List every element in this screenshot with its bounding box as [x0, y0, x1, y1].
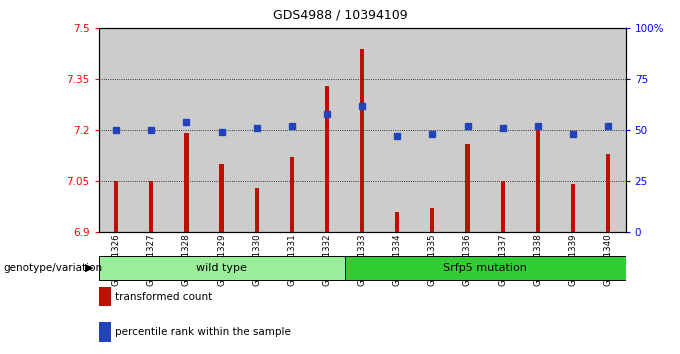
Bar [114, 181, 118, 232]
Bar [465, 144, 470, 232]
FancyBboxPatch shape [345, 256, 626, 280]
Bar [134, 28, 169, 232]
Bar [379, 28, 415, 232]
Bar [520, 28, 556, 232]
Bar [290, 157, 294, 232]
Bar [571, 184, 575, 232]
Bar [606, 154, 610, 232]
Bar [536, 127, 540, 232]
Bar [500, 181, 505, 232]
FancyBboxPatch shape [99, 256, 345, 280]
Text: transformed count: transformed count [115, 292, 212, 302]
Bar [485, 28, 520, 232]
Bar [395, 212, 399, 232]
Bar [556, 28, 590, 232]
Bar [590, 28, 626, 232]
Bar [274, 28, 309, 232]
Bar [415, 28, 450, 232]
Bar [345, 28, 379, 232]
Text: Srfp5 mutation: Srfp5 mutation [443, 263, 527, 273]
Bar [220, 164, 224, 232]
Bar [309, 28, 345, 232]
Bar [204, 28, 239, 232]
Bar [450, 28, 485, 232]
Bar [254, 188, 259, 232]
Text: percentile rank within the sample: percentile rank within the sample [115, 327, 291, 337]
Bar [239, 28, 274, 232]
Bar [430, 208, 435, 232]
Bar [325, 86, 329, 232]
Text: genotype/variation: genotype/variation [3, 263, 103, 273]
Text: GDS4988 / 10394109: GDS4988 / 10394109 [273, 9, 407, 22]
Bar [149, 181, 154, 232]
Bar [99, 28, 134, 232]
Text: ▶: ▶ [86, 263, 94, 273]
Text: wild type: wild type [196, 263, 247, 273]
Bar [169, 28, 204, 232]
Bar [360, 48, 364, 232]
Bar [184, 133, 188, 232]
